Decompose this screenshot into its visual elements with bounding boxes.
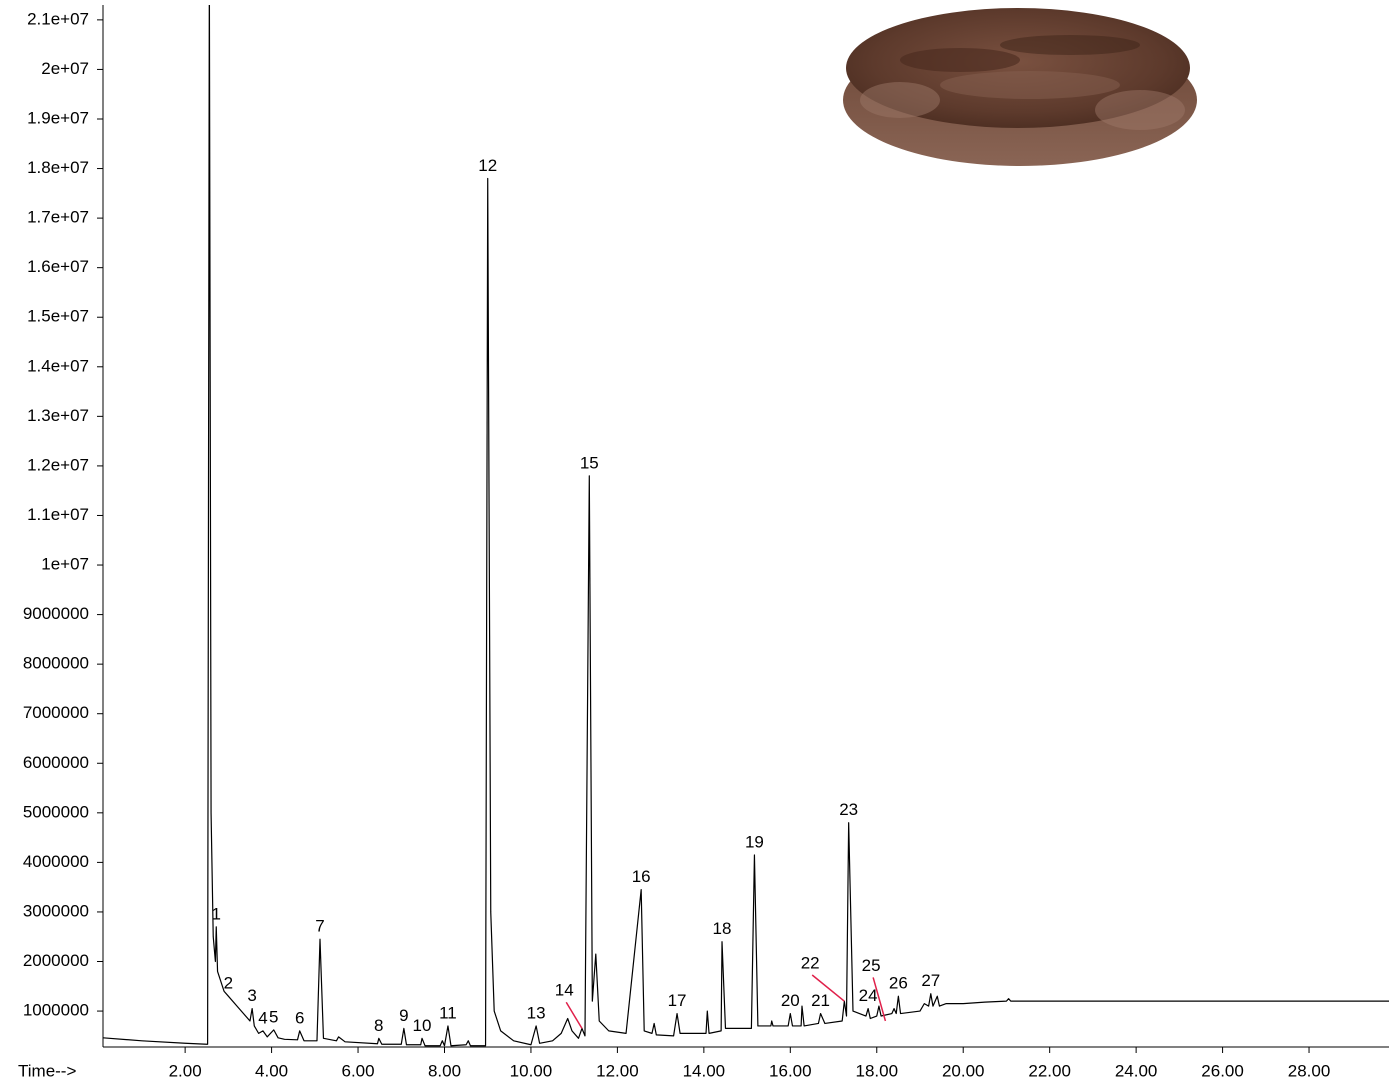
y-tick-label: 6000000	[23, 753, 89, 772]
annotation-leader	[872, 977, 887, 1022]
peak-label: 19	[745, 832, 764, 851]
peak-label: 25	[862, 956, 881, 975]
y-tick-label: 2.1e+07	[27, 9, 89, 28]
peak-label: 5	[269, 1007, 278, 1026]
peak-label: 2	[224, 974, 233, 993]
y-tick-label: 1.3e+07	[27, 406, 89, 425]
annotation-leader	[565, 1001, 583, 1029]
peak-label: 20	[781, 991, 800, 1010]
peak-label: 9	[399, 1006, 408, 1025]
x-tick-label: 4.00	[255, 1061, 288, 1080]
y-tick-label: 1.9e+07	[27, 108, 89, 127]
y-tick-label: 9000000	[23, 604, 89, 623]
peak-label: 18	[713, 919, 732, 938]
patty-image	[843, 8, 1197, 166]
peak-label: 11	[439, 1003, 457, 1022]
peak-label: 26	[889, 974, 908, 993]
peak-label: 1	[212, 904, 221, 923]
y-tick-label: 1e+07	[41, 555, 89, 574]
x-tick-label: 24.00	[1115, 1061, 1158, 1080]
plot-area	[103, 5, 1389, 1047]
y-tick-label: 7000000	[23, 703, 89, 722]
annotation-leader	[811, 974, 845, 1002]
y-tick-label: 1.8e+07	[27, 158, 89, 177]
peak-label: 14	[555, 981, 574, 1000]
x-tick-label: 20.00	[942, 1061, 985, 1080]
y-tick-label: 1.7e+07	[27, 208, 89, 227]
x-tick-label: 8.00	[428, 1061, 461, 1080]
x-tick-label: 18.00	[855, 1061, 898, 1080]
chromatogram-trace	[103, 5, 1389, 1047]
peak-label: 4	[258, 1008, 267, 1027]
x-axis-label: Time-->	[18, 1061, 76, 1080]
x-tick-label: 10.00	[510, 1061, 553, 1080]
y-tick-label: 5000000	[23, 802, 89, 821]
peak-label: 17	[668, 991, 687, 1010]
x-tick-label: 22.00	[1028, 1061, 1071, 1080]
peak-label: 16	[632, 867, 651, 886]
y-tick-label: 8000000	[23, 654, 89, 673]
y-tick-label: 4000000	[23, 852, 89, 871]
peak-label: 7	[315, 917, 324, 936]
x-tick-label: 16.00	[769, 1061, 812, 1080]
y-tick-label: 1.1e+07	[27, 505, 89, 524]
peak-label: 27	[921, 971, 940, 990]
x-tick-label: 6.00	[341, 1061, 374, 1080]
y-tick-label: 2000000	[23, 951, 89, 970]
peak-label: 15	[580, 453, 599, 472]
y-tick-label: 1.5e+07	[27, 307, 89, 326]
x-tick-label: 12.00	[596, 1061, 639, 1080]
y-tick-label: 2e+07	[41, 59, 89, 78]
x-tick-label: 28.00	[1288, 1061, 1331, 1080]
y-tick-label: 1.2e+07	[27, 455, 89, 474]
peak-label: 3	[247, 986, 256, 1005]
peak-label: 22	[801, 953, 820, 972]
peak-label: 10	[413, 1016, 432, 1035]
x-tick-label: 14.00	[683, 1061, 726, 1080]
peak-label: 13	[527, 1003, 546, 1022]
y-tick-label: 1.4e+07	[27, 356, 89, 375]
y-tick-label: 1000000	[23, 1001, 89, 1020]
peak-label: 12	[478, 156, 497, 175]
x-tick-label: 26.00	[1201, 1061, 1244, 1080]
peak-label: 8	[374, 1016, 383, 1035]
peak-label: 24	[859, 986, 878, 1005]
y-tick-label: 1.6e+07	[27, 257, 89, 276]
peak-label: 21	[811, 991, 830, 1010]
peak-label: 23	[839, 800, 858, 819]
x-tick-label: 2.00	[169, 1061, 202, 1080]
peak-label: 6	[295, 1008, 304, 1027]
y-tick-label: 3000000	[23, 901, 89, 920]
